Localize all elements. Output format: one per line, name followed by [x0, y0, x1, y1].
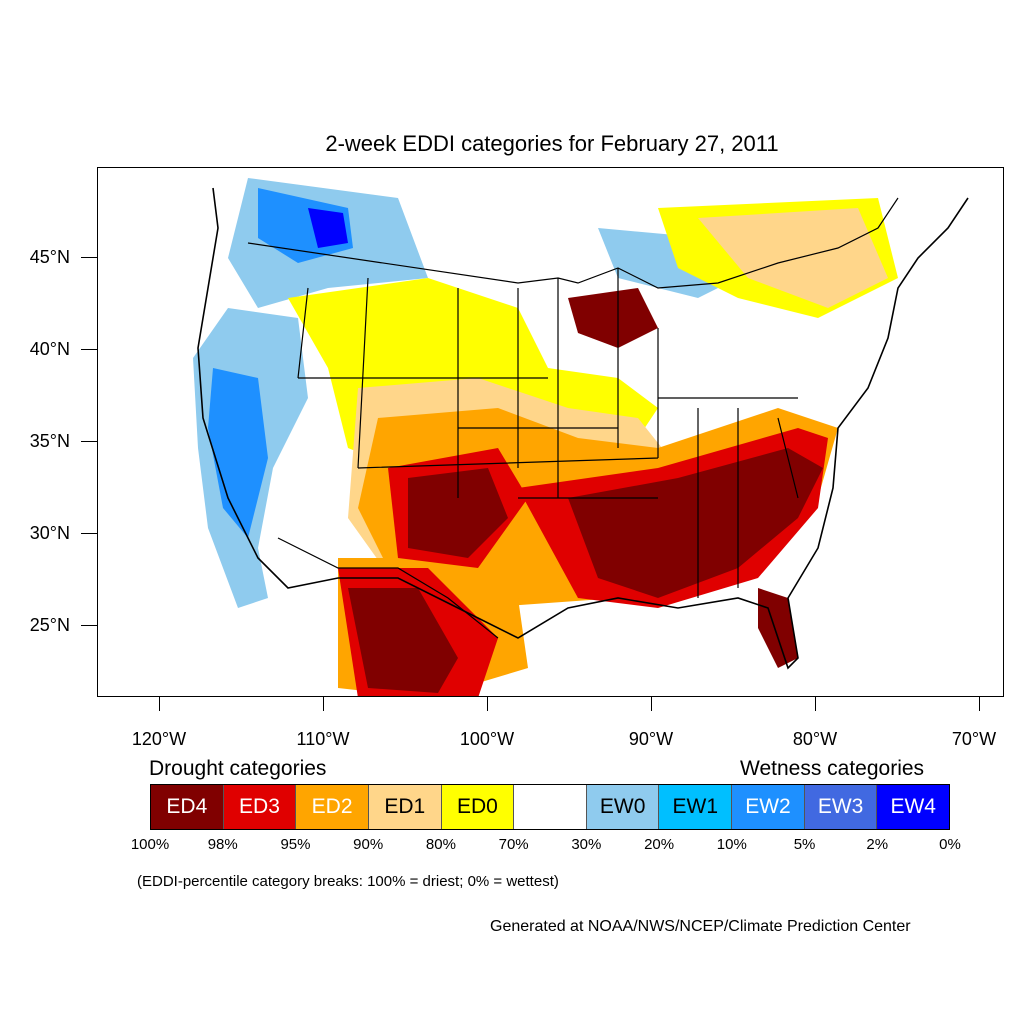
percentile-label: 30%	[571, 836, 602, 853]
southeast-ed4-region	[568, 448, 823, 598]
legend-cell-ed4: ED4	[151, 785, 224, 829]
us-coastline	[197, 187, 969, 670]
lat-tick	[81, 349, 97, 350]
lat-tick	[81, 625, 97, 626]
category-breaks-note: (EDDI-percentile category breaks: 100% =…	[137, 873, 559, 890]
lat-label-45n: 45°N	[29, 247, 70, 267]
lon-tick	[979, 697, 980, 711]
lon-tick	[487, 697, 488, 711]
lat-tick	[81, 533, 97, 534]
category-legend: ED4 ED3 ED2 ED1 ED0 EW0 EW1 EW2 EW3 EW4	[150, 784, 950, 830]
percentile-label: 20%	[644, 836, 675, 853]
lat-tick	[81, 257, 97, 258]
southern-plains-ed4-region	[408, 468, 508, 558]
percentile-label: 95%	[280, 836, 311, 853]
legend-cell-neutral	[514, 785, 587, 829]
lon-tick	[323, 697, 324, 711]
lat-tick	[81, 441, 97, 442]
legend-cell-ew0: EW0	[586, 785, 660, 829]
percentile-label: 5%	[793, 836, 816, 853]
great-lakes-ed4-region	[568, 288, 658, 348]
boundaries	[197, 187, 969, 670]
percentile-label: 10%	[716, 836, 747, 853]
lon-tick	[159, 697, 160, 711]
legend-cell-ed3: ED3	[223, 785, 297, 829]
drought-categories-heading: Drought categories	[149, 757, 327, 780]
lon-tick	[651, 697, 652, 711]
wetness-categories-heading: Wetness categories	[740, 757, 925, 780]
lon-label-100w: 100°W	[459, 729, 515, 749]
lon-label-90w: 90°W	[628, 729, 674, 749]
legend-cell-ed0: ED0	[441, 785, 515, 829]
lon-label-80w: 80°W	[792, 729, 838, 749]
percentile-label: 80%	[425, 836, 456, 853]
lat-label-35n: 35°N	[29, 431, 70, 451]
state-lines	[297, 268, 799, 598]
eddi-map	[97, 167, 1004, 697]
wetness-regions	[193, 178, 738, 608]
lon-tick	[815, 697, 816, 711]
canada-border	[247, 197, 899, 289]
percentile-label: 100%	[130, 836, 170, 853]
credit-line: Generated at NOAA/NWS/NCEP/Climate Predi…	[490, 918, 911, 935]
lat-label-25n: 25°N	[29, 615, 70, 635]
percentile-label: 2%	[866, 836, 889, 853]
lon-label-110w: 110°W	[296, 729, 350, 749]
mexico-ed4-region	[348, 588, 458, 693]
lat-label-30n: 30°N	[29, 523, 70, 543]
sierra-wet-region	[208, 368, 268, 538]
percentile-label: 98%	[207, 836, 238, 853]
lat-label-40n: 40°N	[29, 339, 70, 359]
lon-label-120w: 120°W	[131, 729, 187, 749]
map-graphic	[193, 178, 969, 696]
percentile-label: 0%	[939, 836, 961, 853]
florida-ed4-region	[758, 588, 798, 668]
legend-cell-ed1: ED1	[368, 785, 442, 829]
legend-cell-ew2: EW2	[732, 785, 805, 829]
legend-cell-ew3: EW3	[804, 785, 878, 829]
percentile-label: 90%	[353, 836, 384, 853]
legend-cell-ew1: EW1	[659, 785, 733, 829]
northern-rockies-wet-region	[308, 208, 348, 248]
legend-cell-ed2: ED2	[296, 785, 369, 829]
drought-regions	[288, 198, 898, 696]
legend-cell-ew4: EW4	[877, 785, 950, 829]
northeast-ed1-region	[698, 208, 888, 308]
map-title: 2-week EDDI categories for February 27, …	[325, 131, 779, 156]
lon-label-70w: 70°W	[951, 729, 997, 749]
mexico-border	[277, 537, 499, 639]
percentile-label: 70%	[498, 836, 529, 853]
